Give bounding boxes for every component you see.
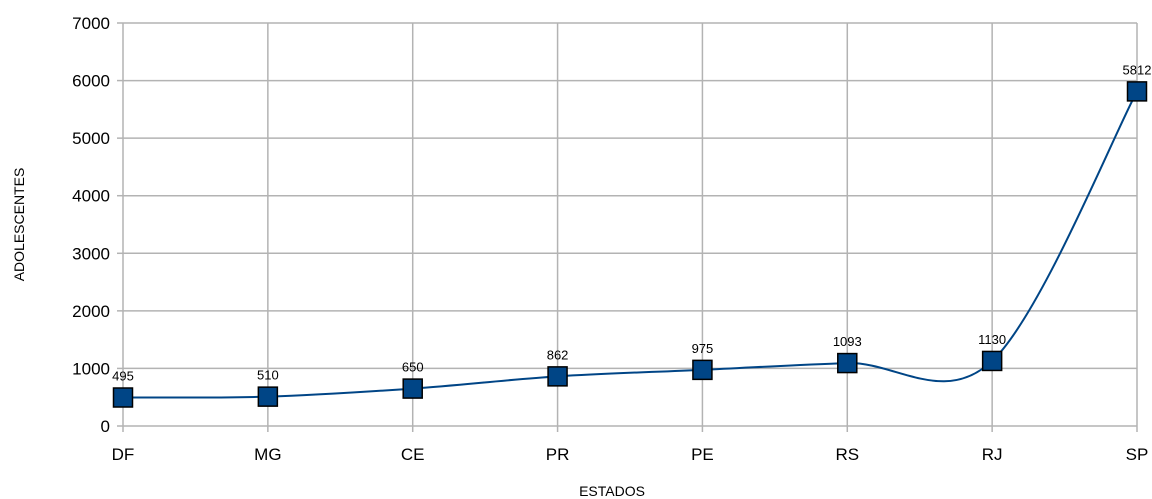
data-point-sp [1126,81,1148,102]
x-tick-label: RS [835,445,859,464]
y-tick-label: 0 [101,417,110,436]
data-point-df [112,387,134,408]
x-tick-label: PR [546,445,570,464]
y-tick-label: 3000 [72,244,110,263]
data-point-rs [837,352,858,374]
y-tick-label: 7000 [72,14,110,33]
y-axis-title: ADOLESCENTES [11,168,27,282]
x-tick-label: MG [254,445,281,464]
data-label: 1093 [833,334,862,349]
data-point-mg [257,386,279,407]
x-tick-label: RJ [982,445,1003,464]
data-label: 1130 [978,332,1006,347]
x-axis-title: ESTADOS [579,483,645,499]
data-label: 5812 [1123,62,1152,77]
y-tick-label: 6000 [72,72,110,91]
series [112,81,1148,408]
data-point-ce [402,378,423,399]
y-tick-label: 4000 [72,187,110,206]
x-tick-label: DF [112,445,135,464]
data-label: 510 [257,368,279,383]
data-point-pe [692,359,713,381]
data-label: 975 [692,341,714,356]
x-tick-label: SP [1126,445,1149,464]
data-point-pr [547,366,568,387]
y-tick-labels: 0 1000 2000 3000 4000 5000 6000 7000 [72,14,110,436]
y-tick-label: 2000 [72,302,110,321]
y-tick-label: 5000 [72,129,110,148]
x-tick-labels: DF MG CE PR PE RS RJ SP [112,445,1149,464]
x-tick-label: CE [401,445,425,464]
data-label: 495 [112,369,134,384]
axes [117,22,1138,432]
y-tick-label: 1000 [72,359,110,378]
data-label: 862 [547,347,569,362]
data-label: 650 [402,360,424,375]
data-point-rj [981,350,1003,372]
x-tick-label: PE [691,445,714,464]
data-labels: 495 510 650 862 975 1093 1130 5812 [112,62,1151,383]
